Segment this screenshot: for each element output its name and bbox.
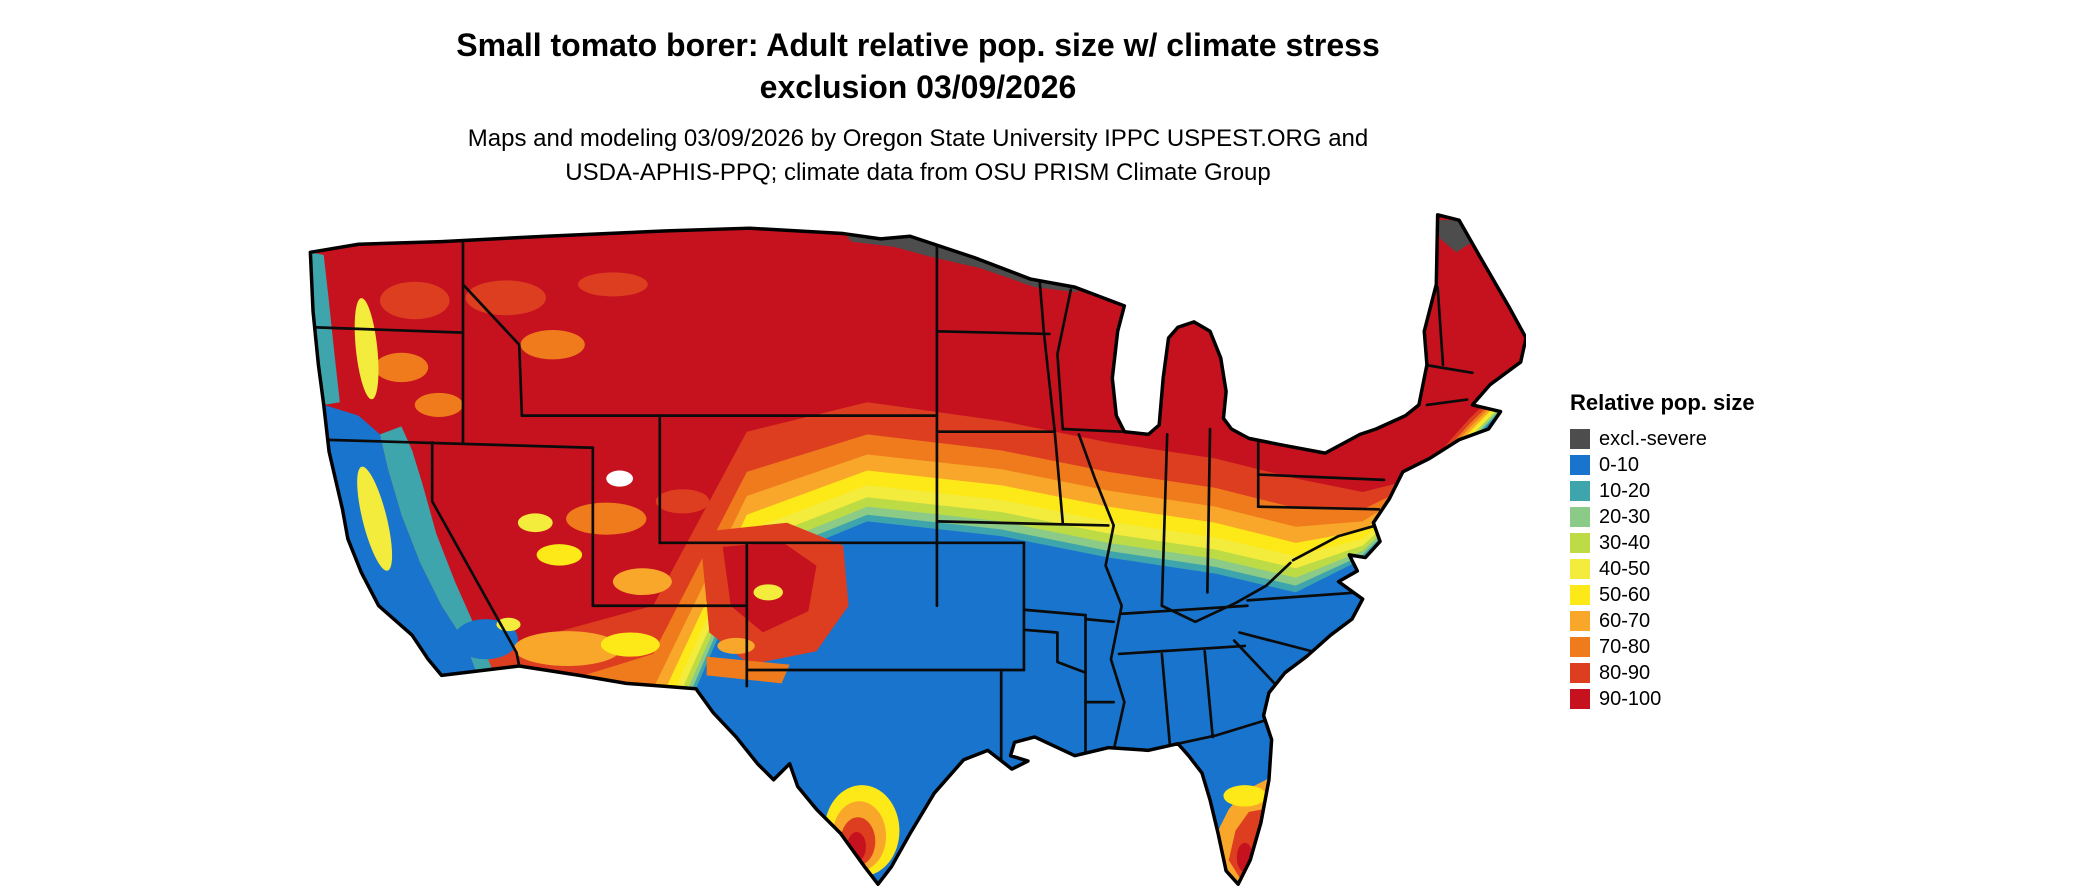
legend-swatch <box>1570 429 1590 449</box>
legend-item: excl.-severe <box>1570 426 1755 452</box>
state-borders <box>311 229 1474 775</box>
page-title: Small tomato borer: Adult relative pop. … <box>0 24 1836 108</box>
legend-item: 60-70 <box>1570 608 1755 634</box>
legend-label: 80-90 <box>1599 661 1651 684</box>
conus-map-svg <box>308 213 1526 886</box>
legend-items: excl.-severe 0-10 10-20 20-30 30-40 40-50 50-6… <box>1570 426 1755 712</box>
legend-swatch <box>1570 507 1590 527</box>
legend-label: 70-80 <box>1599 635 1651 658</box>
legend-swatch <box>1570 533 1590 553</box>
legend-label: 10-20 <box>1599 479 1651 502</box>
legend-item: 90-100 <box>1570 686 1755 712</box>
legend-item: 80-90 <box>1570 660 1755 686</box>
legend: Relative pop. size excl.-severe 0-10 10-20… <box>1570 390 1755 712</box>
conus-map <box>305 204 1526 891</box>
legend-label: 90-100 <box>1599 687 1662 710</box>
legend-title: Relative pop. size <box>1570 390 1755 415</box>
legend-swatch <box>1570 689 1590 709</box>
legend-label: 40-50 <box>1599 557 1651 580</box>
legend-label: 20-30 <box>1599 505 1651 528</box>
legend-label: 50-60 <box>1599 583 1651 606</box>
subtitle-line-1: Maps and modeling 03/09/2026 by Oregon S… <box>467 125 1369 152</box>
legend-item: 20-30 <box>1570 504 1755 530</box>
title-line-2: exclusion 03/09/2026 <box>759 69 1077 105</box>
page-subtitle: Maps and modeling 03/09/2026 by Oregon S… <box>0 122 1836 190</box>
legend-label: excl.-severe <box>1599 427 1707 450</box>
legend-label: 30-40 <box>1599 531 1651 554</box>
legend-item: 50-60 <box>1570 582 1755 608</box>
legend-swatch <box>1570 611 1590 631</box>
legend-item: 0-10 <box>1570 452 1755 478</box>
legend-swatch <box>1570 585 1590 605</box>
legend-item: 10-20 <box>1570 478 1755 504</box>
legend-label: 0-10 <box>1599 453 1640 476</box>
map-raster-layers <box>310 214 1526 885</box>
subtitle-line-2: USDA-APHIS-PPQ; climate data from OSU PR… <box>565 159 1271 186</box>
legend-swatch <box>1570 637 1590 657</box>
legend-swatch <box>1570 481 1590 501</box>
legend-item: 40-50 <box>1570 556 1755 582</box>
legend-label: 60-70 <box>1599 609 1651 632</box>
legend-item: 70-80 <box>1570 634 1755 660</box>
title-line-1: Small tomato borer: Adult relative pop. … <box>456 27 1380 63</box>
legend-swatch <box>1570 559 1590 579</box>
conus-outline <box>308 213 1526 886</box>
legend-swatch <box>1570 663 1590 683</box>
legend-item: 30-40 <box>1570 530 1755 556</box>
legend-swatch <box>1570 455 1590 475</box>
